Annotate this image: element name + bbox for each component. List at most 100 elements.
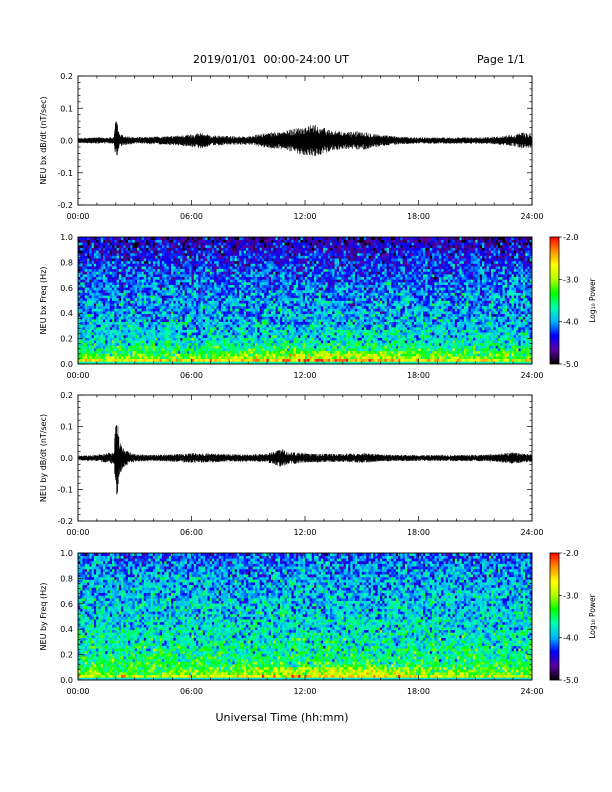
heatmap-cell xyxy=(239,289,242,293)
heatmap-cell xyxy=(245,342,249,346)
heatmap-cell xyxy=(232,361,235,365)
heatmap-cell xyxy=(225,308,229,312)
heatmap-cell xyxy=(161,263,165,267)
heatmap-cell xyxy=(107,284,111,288)
heatmap-cell xyxy=(141,313,145,317)
heatmap-cell xyxy=(155,356,158,360)
heatmap-cell xyxy=(141,244,145,248)
heatmap-cell xyxy=(268,237,272,240)
heatmap-cell xyxy=(173,266,176,270)
heatmap-cell xyxy=(143,326,147,330)
heatmap-cell xyxy=(132,289,136,293)
heatmap-cell xyxy=(146,247,149,251)
heatmap-cell xyxy=(109,319,113,323)
heatmap-cell xyxy=(293,292,297,296)
heatmap-cell xyxy=(239,321,242,325)
heatmap-cell xyxy=(193,345,197,349)
y-axis-title: NEU bx dB/dt (nT/sec) xyxy=(39,96,48,184)
heatmap-cell xyxy=(266,313,270,317)
heatmap-cell xyxy=(218,329,222,333)
heatmap-cell xyxy=(268,297,272,301)
heatmap-cell xyxy=(78,237,81,240)
heatmap-cell xyxy=(161,303,165,307)
heatmap-cell xyxy=(87,295,90,299)
heatmap-cell xyxy=(286,289,290,293)
heatmap-cell xyxy=(300,274,304,278)
heatmap-cell xyxy=(241,319,245,323)
heatmap-cell xyxy=(291,287,294,291)
heatmap-cell xyxy=(93,340,97,344)
heatmap-cell xyxy=(141,239,145,243)
heatmap-cell xyxy=(218,242,222,246)
heatmap-cell xyxy=(230,313,233,317)
heatmap-cell xyxy=(164,342,167,346)
heatmap-cell xyxy=(275,263,279,267)
heatmap-cell xyxy=(298,316,301,320)
heatmap-cell xyxy=(221,340,224,344)
heatmap-cell xyxy=(216,266,220,270)
heatmap-cell xyxy=(193,263,197,267)
heatmap-cell xyxy=(87,308,90,312)
heatmap-cell xyxy=(168,281,172,285)
heatmap-cell xyxy=(202,356,206,360)
heatmap-cell xyxy=(102,361,106,365)
heatmap-cell xyxy=(148,356,151,360)
heatmap-cell xyxy=(214,350,217,354)
heatmap-cell xyxy=(205,324,208,328)
heatmap-cell xyxy=(143,345,147,349)
heatmap-cell xyxy=(284,295,288,299)
heatmap-cell xyxy=(211,303,215,307)
heatmap-cell xyxy=(102,340,106,344)
heatmap-cell xyxy=(150,242,154,246)
heatmap-cell xyxy=(202,281,206,285)
heatmap-cell xyxy=(152,358,156,362)
heatmap-cell xyxy=(177,353,181,357)
heatmap-cell xyxy=(102,239,106,243)
heatmap-cell xyxy=(252,276,256,280)
heatmap-cell xyxy=(207,342,211,346)
heatmap-cell xyxy=(121,316,124,320)
heatmap-cell xyxy=(93,321,97,325)
heatmap-cell xyxy=(105,281,108,285)
heatmap-cell xyxy=(100,337,104,341)
heatmap-cell xyxy=(202,348,206,352)
heatmap-cell xyxy=(230,337,233,341)
heatmap-cell xyxy=(130,356,133,360)
heatmap-cell xyxy=(80,300,83,304)
heatmap-cell xyxy=(114,316,117,320)
heatmap-cell xyxy=(109,239,113,243)
heatmap-cell xyxy=(89,255,92,259)
heatmap-cell xyxy=(148,332,151,336)
heatmap-cell xyxy=(298,260,301,264)
heatmap-cell xyxy=(289,276,292,280)
heatmap-cell xyxy=(121,321,124,325)
heatmap-cell xyxy=(78,287,81,291)
heatmap-cell xyxy=(107,342,111,346)
heatmap-cell xyxy=(207,250,211,254)
heatmap-cell xyxy=(107,244,111,248)
heatmap-cell xyxy=(164,308,167,312)
heatmap-cell xyxy=(121,311,124,315)
heatmap-cell xyxy=(268,268,272,272)
heatmap-cell xyxy=(223,252,226,256)
heatmap-cell xyxy=(80,361,83,365)
heatmap-cell xyxy=(107,252,111,256)
heatmap-cell xyxy=(273,263,276,267)
heatmap-cell xyxy=(264,303,267,307)
heatmap-cell xyxy=(241,300,245,304)
heatmap-cell xyxy=(193,247,197,251)
heatmap-cell xyxy=(132,308,136,312)
heatmap-cell xyxy=(155,289,158,293)
heatmap-cell xyxy=(293,308,297,312)
heatmap-cell xyxy=(166,311,170,315)
heatmap-cell xyxy=(209,353,213,357)
heatmap-cell xyxy=(305,281,308,285)
heatmap-cell xyxy=(255,300,258,304)
heatmap-cell xyxy=(293,281,297,285)
heatmap-cell xyxy=(116,305,120,309)
heatmap-cell xyxy=(105,300,108,304)
heatmap-cell xyxy=(186,356,190,360)
heatmap-cell xyxy=(177,319,181,323)
heatmap-cell xyxy=(295,276,299,280)
heatmap-cell xyxy=(80,353,83,357)
